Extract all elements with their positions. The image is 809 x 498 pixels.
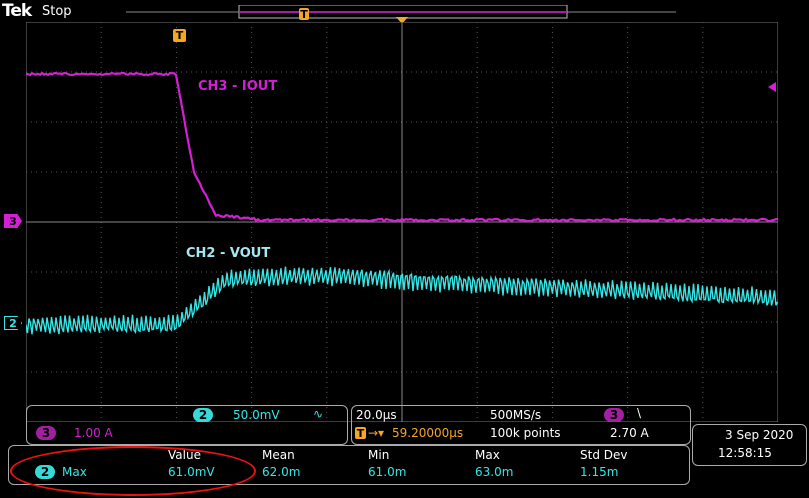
ch3-ground-marker[interactable]: 3 [4, 214, 22, 228]
trigger-slope-icon: \ [637, 406, 641, 420]
brand-logo: Tek [2, 1, 31, 21]
acquisition-state: Stop [42, 4, 72, 19]
ch3-badge: 3 [36, 426, 56, 440]
measurement-header-std-dev: Std Dev [580, 448, 627, 462]
record-trigger-marker: T [299, 8, 309, 20]
trigger-level-arrow-icon[interactable] [766, 82, 776, 92]
status-bar: Tek Stop T [0, 0, 809, 22]
ch2-scale: 50.0mV [233, 408, 280, 422]
trigger-arrow-icon: →▾ [368, 426, 384, 440]
ch2-label: CH2 - VOUT [186, 246, 270, 261]
time: 12:58:15 [718, 446, 772, 460]
bandwidth-icon: ∿ [313, 407, 323, 421]
measurement-min: 61.0m [368, 465, 406, 479]
time-per-division: 20.0µs [356, 408, 397, 422]
trigger-position-badge: T [355, 427, 366, 439]
annotation-ellipse [10, 446, 256, 496]
ch3-scale: 1.00 A [74, 426, 113, 440]
measurement-mean: 62.0m [262, 465, 300, 479]
ch2-ground-marker[interactable]: 2 [4, 316, 22, 330]
trigger-position-value: 59.20000µs [392, 426, 463, 440]
waveform-graticule[interactable] [26, 22, 778, 422]
measurement-header-mean: Mean [262, 448, 295, 462]
ch2-badge: 2 [193, 408, 213, 422]
measurement-header-max: Max [475, 448, 500, 462]
date: 3 Sep 2020 [725, 428, 793, 442]
measurement-max: 63.0m [475, 465, 513, 479]
trigger-level: 2.70 A [610, 426, 649, 440]
ch3-label: CH3 - IOUT [198, 79, 277, 94]
record-length: 100k points [490, 426, 561, 440]
trigger-source-badge: 3 [604, 408, 624, 422]
measurement-std-dev: 1.15m [580, 465, 618, 479]
trigger-time-marker[interactable]: T [173, 29, 186, 42]
sample-rate: 500MS/s [490, 408, 541, 422]
measurement-header-min: Min [368, 448, 389, 462]
